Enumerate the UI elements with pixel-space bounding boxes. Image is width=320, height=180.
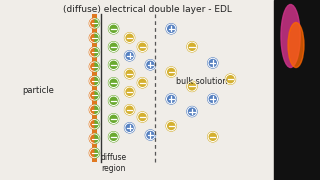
Circle shape xyxy=(207,57,219,69)
Wedge shape xyxy=(89,75,94,87)
Wedge shape xyxy=(89,133,94,144)
Circle shape xyxy=(145,129,156,141)
Text: particle: particle xyxy=(22,86,54,94)
Circle shape xyxy=(207,131,219,143)
Wedge shape xyxy=(94,147,100,159)
Wedge shape xyxy=(89,118,94,130)
Ellipse shape xyxy=(288,22,304,68)
Wedge shape xyxy=(94,90,100,101)
Text: bulk solution: bulk solution xyxy=(176,76,227,86)
Circle shape xyxy=(108,41,119,53)
Circle shape xyxy=(124,122,135,134)
Circle shape xyxy=(124,32,135,44)
Circle shape xyxy=(145,59,156,71)
Text: diffuse
region: diffuse region xyxy=(100,153,127,173)
Wedge shape xyxy=(89,104,94,116)
Wedge shape xyxy=(94,61,100,72)
Wedge shape xyxy=(89,46,94,58)
Wedge shape xyxy=(89,147,94,159)
Wedge shape xyxy=(89,32,94,44)
Circle shape xyxy=(186,81,198,92)
Circle shape xyxy=(124,86,135,98)
Circle shape xyxy=(108,59,119,71)
Circle shape xyxy=(124,68,135,80)
Circle shape xyxy=(137,77,148,89)
Circle shape xyxy=(108,77,119,89)
Circle shape xyxy=(165,23,177,35)
Wedge shape xyxy=(89,18,94,29)
Circle shape xyxy=(186,106,198,117)
Circle shape xyxy=(108,23,119,35)
Circle shape xyxy=(137,111,148,123)
Circle shape xyxy=(124,50,135,62)
Wedge shape xyxy=(94,104,100,116)
Wedge shape xyxy=(94,118,100,130)
Bar xyxy=(92,14,97,162)
Circle shape xyxy=(186,41,198,53)
Bar xyxy=(274,0,320,180)
Circle shape xyxy=(165,66,177,78)
Circle shape xyxy=(165,120,177,132)
Circle shape xyxy=(108,95,119,107)
Wedge shape xyxy=(94,32,100,44)
Wedge shape xyxy=(94,75,100,87)
Wedge shape xyxy=(94,46,100,58)
Circle shape xyxy=(225,73,236,85)
Circle shape xyxy=(137,41,148,53)
Wedge shape xyxy=(94,18,100,29)
Circle shape xyxy=(108,113,119,125)
Wedge shape xyxy=(89,61,94,72)
Circle shape xyxy=(207,93,219,105)
Ellipse shape xyxy=(281,4,300,68)
Circle shape xyxy=(124,104,135,116)
Wedge shape xyxy=(94,133,100,144)
Circle shape xyxy=(108,131,119,143)
Circle shape xyxy=(165,93,177,105)
Wedge shape xyxy=(89,90,94,101)
Text: (diffuse) electrical double layer - EDL: (diffuse) electrical double layer - EDL xyxy=(63,5,232,14)
